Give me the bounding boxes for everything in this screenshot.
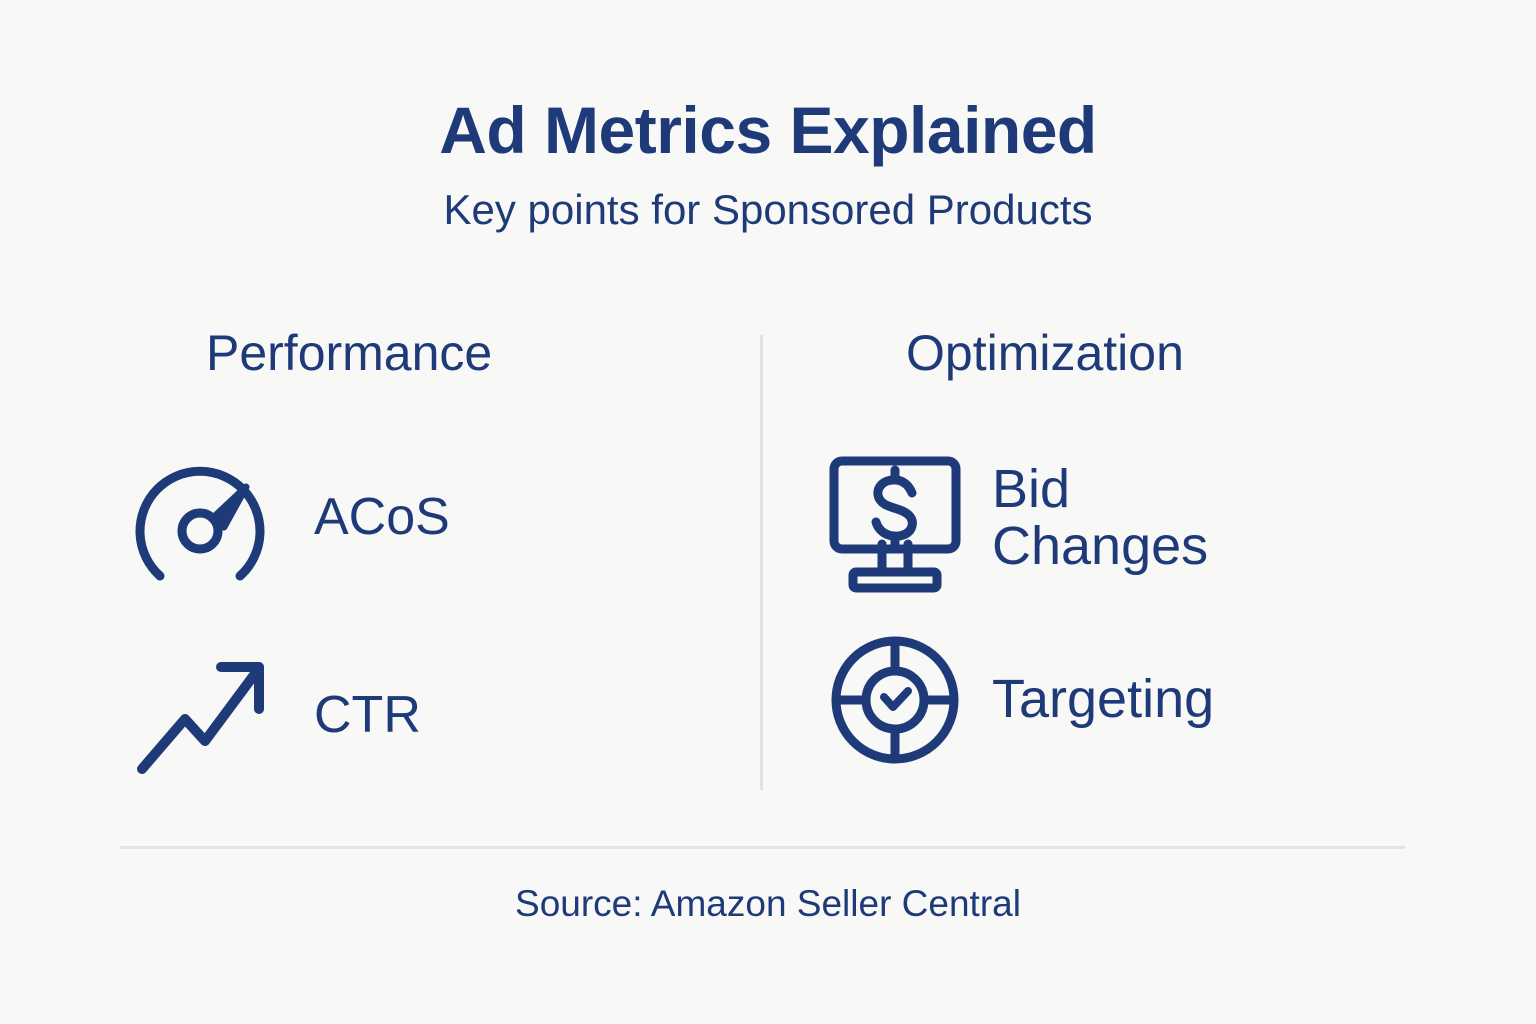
gauge-icon bbox=[120, 443, 280, 593]
metric-label-acos: ACoS bbox=[314, 488, 450, 547]
page-title: Ad Metrics Explained bbox=[439, 93, 1097, 167]
metric-item-acos: ACoS bbox=[120, 443, 760, 593]
column-heading-performance: Performance bbox=[206, 325, 493, 381]
page-subtitle: Key points for Sponsored Products bbox=[443, 186, 1093, 234]
target-crosshair-check-icon bbox=[820, 625, 970, 775]
source-attribution: Source: Amazon Seller Central bbox=[515, 883, 1021, 924]
header: Ad Metrics Explained Key points for Spon… bbox=[0, 93, 1536, 234]
metric-label-bid-changes: Bid Changes bbox=[992, 458, 1209, 576]
column-divider bbox=[760, 335, 763, 790]
footer: Source: Amazon Seller Central bbox=[0, 883, 1536, 925]
metric-label-ctr: CTR bbox=[314, 686, 421, 745]
metric-item-targeting: Targeting bbox=[820, 625, 1460, 775]
metric-label-targeting: Targeting bbox=[992, 669, 1215, 730]
monitor-dollar-icon bbox=[820, 443, 970, 593]
metric-item-bid-changes: Bid Changes bbox=[820, 443, 1460, 593]
column-heading-optimization: Optimization bbox=[906, 325, 1184, 381]
trending-up-arrow-icon bbox=[120, 641, 280, 791]
footer-divider bbox=[120, 846, 1405, 849]
metric-item-ctr: CTR bbox=[120, 641, 760, 791]
column-performance: Performance ACoS bbox=[120, 326, 760, 839]
column-optimization: Optimization Bid Changes bbox=[820, 326, 1460, 807]
columns-container: Performance ACoS bbox=[0, 326, 1536, 806]
